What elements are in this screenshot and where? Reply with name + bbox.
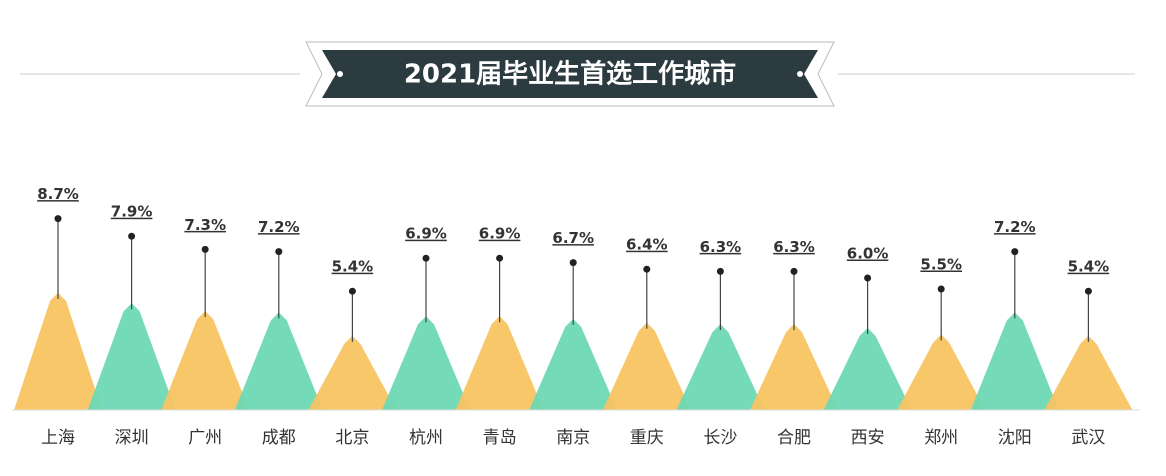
category-label: 杭州 — [409, 428, 443, 448]
value-label: 6.9% — [479, 225, 521, 243]
pin-head — [422, 254, 430, 262]
category-label: 南京 — [556, 428, 590, 448]
value-label: 7.2% — [994, 218, 1036, 236]
value-label: 8.7% — [37, 185, 79, 203]
value-label: 6.3% — [700, 238, 742, 256]
value-label: 5.5% — [920, 256, 962, 274]
value-label: 7.9% — [111, 203, 153, 221]
value-label: 6.0% — [847, 245, 889, 263]
title-dot — [797, 71, 803, 77]
chart-title: 2021届毕业生首选工作城市 — [404, 59, 736, 90]
category-label: 北京 — [335, 428, 369, 448]
peak — [234, 312, 323, 410]
value-label: 6.7% — [552, 229, 594, 247]
category-label: 郑州 — [924, 428, 958, 448]
category-label: 合肥 — [777, 428, 811, 448]
pin-head — [201, 245, 209, 253]
peak — [382, 316, 470, 410]
value-label: 7.3% — [184, 216, 226, 234]
category-label: 西安 — [851, 428, 885, 448]
peak — [308, 335, 397, 410]
peak — [602, 322, 691, 410]
value-label: 5.4% — [1068, 258, 1110, 276]
category-label: 重庆 — [630, 428, 664, 448]
value-label: 5.4% — [332, 258, 374, 276]
category-label: 上海 — [41, 428, 75, 448]
category-label: 广州 — [188, 428, 222, 448]
pin-head — [1011, 248, 1019, 256]
pin-head — [54, 215, 62, 223]
value-label: 6.9% — [405, 225, 447, 243]
pin-head — [496, 254, 504, 262]
pin-head — [275, 248, 283, 256]
value-label: 6.3% — [773, 238, 815, 256]
peak — [161, 311, 250, 410]
pin-head — [643, 265, 651, 273]
peak — [87, 303, 176, 410]
pin-head — [128, 232, 136, 240]
peak — [897, 334, 986, 410]
peak — [676, 324, 765, 410]
peak — [455, 316, 544, 410]
peak — [1044, 335, 1133, 410]
peak — [750, 324, 838, 410]
pin-head — [348, 287, 356, 295]
category-label: 青岛 — [483, 428, 517, 448]
peak — [14, 292, 102, 410]
pin-head — [1084, 287, 1092, 295]
pin-head — [937, 285, 945, 293]
category-label: 沈阳 — [998, 428, 1032, 448]
category-label: 武汉 — [1071, 428, 1105, 448]
peak — [970, 312, 1059, 410]
value-label: 6.4% — [626, 236, 668, 254]
pin-head — [569, 259, 577, 267]
pin-head — [864, 274, 872, 282]
title-dot — [337, 71, 343, 77]
category-label: 深圳 — [115, 428, 149, 448]
peak — [823, 328, 912, 410]
category-label: 成都 — [262, 428, 296, 448]
pin-head — [790, 267, 798, 275]
peak — [529, 318, 618, 410]
pin-head — [716, 267, 724, 275]
value-label: 7.2% — [258, 218, 300, 236]
category-label: 长沙 — [703, 428, 737, 448]
title-banner — [322, 50, 818, 98]
